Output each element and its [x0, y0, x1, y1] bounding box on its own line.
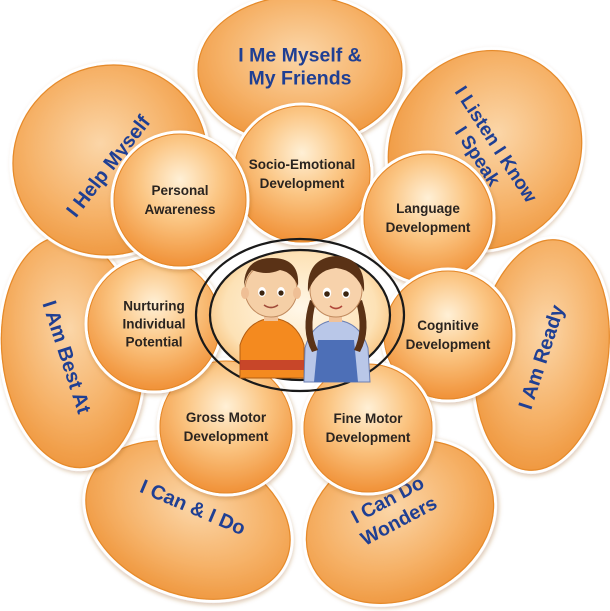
circle-socio-emotional: Socio-Emotional Development — [230, 102, 374, 246]
circle-personal-awareness-label-line: Personal — [151, 183, 208, 198]
circle-language-label-line: Development — [386, 220, 471, 235]
inner-circles: Socio-Emotional Development Language Develo… — [84, 102, 516, 497]
center-medallion — [194, 237, 406, 393]
circle-cognitive-label: Cognitive Development — [406, 318, 491, 352]
circle-fine-motor-label: Fine Motor Development — [326, 411, 411, 445]
circle-gross-motor-label-line: Gross Motor — [186, 410, 267, 425]
circle-personal-awareness-label: Personal Awareness — [144, 183, 215, 217]
circle-gross-motor-label-line: Development — [184, 429, 269, 444]
circle-shape — [110, 130, 250, 270]
circle-shape — [230, 102, 374, 246]
circle-socio-emotional-label-line: Development — [260, 176, 345, 191]
circle-shape — [156, 357, 296, 497]
circle-fine-motor-label-line: Fine Motor — [334, 411, 404, 426]
circle-shape — [360, 150, 496, 286]
circle-outline — [159, 360, 293, 494]
circle-cognitive-label-line: Cognitive — [417, 318, 479, 333]
circle-gross-motor: Gross Motor Development — [156, 357, 296, 497]
circle-language-label: Language Development — [386, 201, 471, 235]
boy-figure — [239, 258, 305, 379]
circle-nurturing-label-line: Individual — [122, 317, 185, 332]
petal-me-myself-label-line: I Me Myself & — [238, 44, 362, 66]
petal-me-myself: I Me Myself & My Friends — [194, 0, 406, 148]
petal-me-myself-label-line: My Friends — [249, 67, 352, 89]
circle-language: Language Development — [360, 150, 496, 286]
circle-nurturing-label-line: Nurturing — [123, 299, 185, 314]
circle-nurturing-label-line: Potential — [125, 335, 182, 350]
circle-fine-motor-label-line: Development — [326, 430, 411, 445]
circle-nurturing: Nurturing Individual Potential — [84, 254, 224, 394]
circle-language-label-line: Language — [396, 201, 460, 216]
circle-fine-motor: Fine Motor Development — [300, 360, 436, 496]
circle-gross-motor-label: Gross Motor Development — [184, 410, 269, 444]
circle-cognitive-label-line: Development — [406, 337, 491, 352]
circle-outline — [113, 133, 247, 267]
circle-socio-emotional-label: Socio-Emotional Development — [249, 157, 356, 191]
circle-personal-awareness-label-line: Awareness — [144, 202, 215, 217]
circle-personal-awareness: Personal Awareness — [110, 130, 250, 270]
circle-cognitive: Cognitive Development — [380, 267, 516, 403]
circle-nurturing-label: Nurturing Individual Potential — [122, 299, 185, 350]
petal-me-myself-label: I Me Myself & My Friends — [238, 44, 362, 89]
petal-ready: I Am Ready — [471, 236, 610, 474]
circle-socio-emotional-label-line: Socio-Emotional — [249, 157, 356, 172]
center-outer-ring — [194, 237, 406, 393]
girl-figure — [303, 256, 371, 383]
